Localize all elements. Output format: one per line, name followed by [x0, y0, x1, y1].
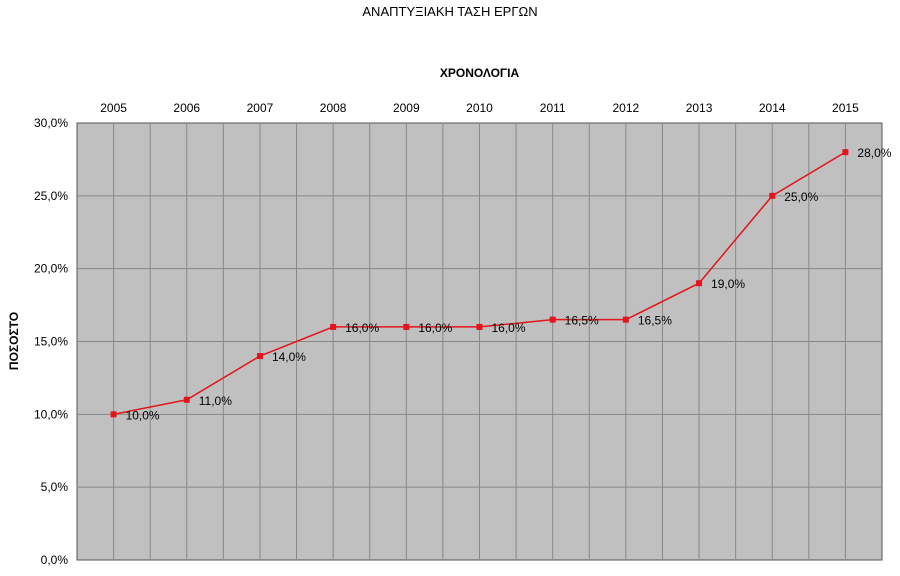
y-tick-label: 0,0% — [41, 553, 69, 567]
x-tick-label: 2006 — [173, 101, 200, 115]
data-label: 10,0% — [126, 408, 160, 422]
x-tick-label: 2008 — [320, 101, 347, 115]
x-tick-label: 2009 — [393, 101, 420, 115]
y-tick-label: 30,0% — [34, 116, 68, 130]
data-point — [110, 411, 117, 418]
y-tick-label: 10,0% — [34, 407, 68, 421]
data-point — [696, 280, 703, 287]
data-label: 16,0% — [345, 321, 379, 335]
data-point — [476, 323, 483, 330]
data-point — [842, 149, 849, 156]
data-point — [549, 316, 556, 323]
x-tick-label: 2012 — [613, 101, 640, 115]
data-label: 28,0% — [857, 146, 891, 160]
x-tick-label: 2014 — [759, 101, 786, 115]
data-label: 14,0% — [272, 350, 306, 364]
data-label: 16,5% — [565, 314, 599, 328]
data-point — [256, 353, 263, 360]
data-label: 25,0% — [784, 190, 818, 204]
data-label: 16,5% — [638, 314, 672, 328]
y-tick-label: 25,0% — [34, 189, 68, 203]
data-point — [330, 323, 337, 330]
x-tick-label: 2011 — [540, 101, 566, 115]
y-tick-label: 5,0% — [41, 480, 69, 494]
x-tick-label: 2010 — [466, 101, 493, 115]
y-tick-label: 15,0% — [34, 335, 68, 349]
y-tick-label: 20,0% — [34, 262, 68, 276]
x-tick-label: 2015 — [832, 101, 859, 115]
data-label: 16,0% — [492, 321, 526, 335]
data-label: 11,0% — [199, 394, 232, 408]
data-point — [622, 316, 629, 323]
x-tick-label: 2007 — [247, 101, 274, 115]
data-point — [183, 396, 190, 403]
x-tick-label: 2013 — [686, 101, 713, 115]
chart-title: ΑΝΑΠΤΥΞΙΑΚΗ ΤΑΣΗ ΕΡΓΩΝ — [362, 4, 538, 19]
data-point — [769, 192, 776, 199]
x-axis-title: ΧΡΟΝΟΛΟΓΙΑ — [439, 66, 520, 80]
x-tick-label: 2005 — [100, 101, 127, 115]
data-label: 16,0% — [418, 321, 452, 335]
data-point — [403, 323, 410, 330]
data-label: 19,0% — [711, 277, 745, 291]
